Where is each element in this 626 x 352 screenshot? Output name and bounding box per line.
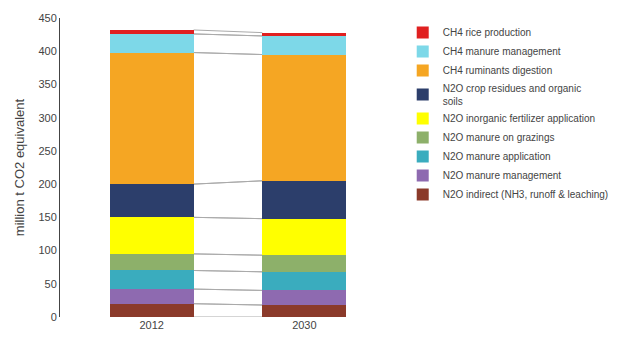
svg-text:300: 300 bbox=[38, 112, 56, 124]
svg-text:N2O manure management: N2O manure management bbox=[443, 170, 562, 181]
svg-text:N2O manure on grazings: N2O manure on grazings bbox=[443, 132, 555, 143]
svg-text:N2O indirect (NH3, runoff & le: N2O indirect (NH3, runoff & leaching) bbox=[443, 189, 608, 200]
svg-text:N2O manure application: N2O manure application bbox=[443, 151, 551, 162]
svg-text:400: 400 bbox=[38, 45, 56, 57]
svg-text:350: 350 bbox=[38, 78, 56, 90]
svg-text:N2O inorganic fertilizer appli: N2O inorganic fertilizer application bbox=[443, 113, 595, 124]
svg-text:150: 150 bbox=[38, 211, 56, 223]
svg-text:CH4 rice production: CH4 rice production bbox=[443, 27, 531, 38]
svg-text:50: 50 bbox=[45, 278, 57, 290]
svg-text:CH4 manure management: CH4 manure management bbox=[443, 46, 561, 57]
svg-text:2030: 2030 bbox=[292, 319, 316, 331]
svg-text:0: 0 bbox=[51, 311, 57, 323]
svg-text:450: 450 bbox=[38, 12, 56, 24]
svg-text:100: 100 bbox=[38, 244, 56, 256]
svg-text:CH4 ruminants digestion: CH4 ruminants digestion bbox=[443, 65, 552, 76]
svg-text:250: 250 bbox=[38, 145, 56, 157]
svg-text:million t CO2 equivalent: million t CO2 equivalent bbox=[12, 98, 27, 236]
svg-text:200: 200 bbox=[38, 178, 56, 190]
svg-text:2012: 2012 bbox=[139, 319, 163, 331]
svg-text:N2O crop residues and organics: N2O crop residues and organicsoils bbox=[443, 83, 581, 107]
